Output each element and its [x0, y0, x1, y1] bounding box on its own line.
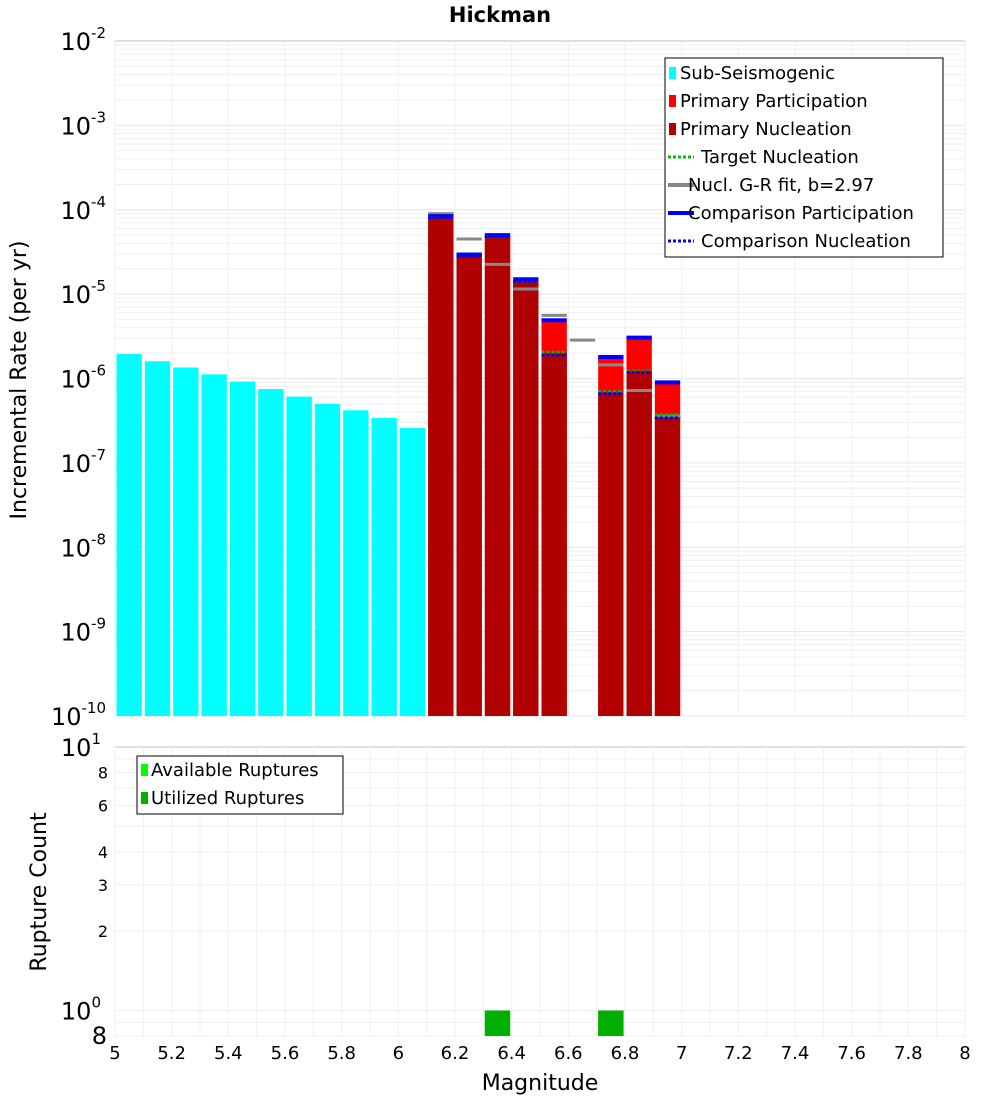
rate-y-tick-label: 10-5 — [60, 277, 106, 309]
x-tick-label: 6.6 — [554, 1043, 583, 1064]
x-tick-label: 6 — [393, 1043, 404, 1064]
sub-seismogenic-bar — [116, 354, 142, 716]
legend-label: Target Nucleation — [700, 147, 859, 168]
x-tick-label: 5.6 — [271, 1043, 300, 1064]
rate-y-tick-label: 10-8 — [60, 530, 106, 562]
x-tick-label: 6.8 — [611, 1043, 640, 1064]
primary-nucleation-bar — [541, 353, 567, 716]
x-tick-label: 6.4 — [497, 1043, 526, 1064]
x-tick-label: 5 — [109, 1043, 120, 1064]
x-tick-label: 6.2 — [441, 1043, 470, 1064]
rate-y-axis-label: Incremental Rate (per yr) — [7, 241, 32, 520]
sub-seismogenic-bar — [399, 427, 426, 716]
x-tick-label: 7.4 — [781, 1043, 810, 1064]
rate-y-tick-label: 10-7 — [60, 446, 106, 478]
legend-label: Primary Nucleation — [680, 119, 852, 140]
x-tick-label: 7.6 — [837, 1043, 866, 1064]
count-y-axis-label: Rupture Count — [27, 812, 52, 972]
chart-title: Hickman — [449, 3, 551, 27]
legend-label: Nucl. G-R fit, b=2.97 — [688, 175, 874, 196]
count-y-minor-tick-label: 3 — [98, 876, 108, 895]
rate-y-ticks: 10-2 10-3 10-4 10-5 10-6 10-7 10-8 10-9 10-10 — [51, 24, 106, 731]
rate-y-tick-label: 10-3 — [60, 108, 106, 140]
legend-label: Comparison Nucleation — [701, 231, 911, 252]
rate-legend: Sub-Seismogenic Primary Participation Prim… — [664, 57, 944, 258]
legend-swatch — [141, 764, 148, 776]
count-legend-box — [136, 755, 344, 815]
legend-label: Comparison Participation — [688, 203, 914, 224]
sub-seismogenic-bar — [229, 381, 256, 716]
count-y-tick-label: 101 — [61, 730, 101, 762]
legend-swatch — [669, 95, 676, 107]
rate-bars — [116, 217, 681, 716]
x-tick-label: 7 — [676, 1043, 687, 1064]
sub-seismogenic-bar — [343, 410, 369, 716]
rate-y-tick-label: 10-4 — [60, 193, 106, 225]
sub-seismogenic-bar — [258, 389, 284, 716]
count-gridlines — [114, 747, 966, 1037]
x-tick-label: 7.8 — [894, 1043, 923, 1064]
rate-chart: Hickman 10-2 10-3 10-4 10-5 10-6 10-7 10-8 10-9… — [7, 3, 966, 731]
primary-nucleation-bar — [484, 235, 511, 716]
count-y-minor-tick-label: 8 — [92, 1022, 107, 1050]
rate-y-tick-label: 10-9 — [60, 615, 106, 647]
rate-y-tick-label: 10-10 — [51, 699, 106, 731]
rate-legend-box — [664, 57, 944, 258]
primary-nucleation-bar — [598, 392, 624, 716]
count-y-minor-tick-label: 4 — [98, 843, 108, 862]
legend-label: Utilized Ruptures — [151, 788, 304, 809]
primary-nucleation-bar — [456, 255, 482, 716]
primary-nucleation-bar — [428, 217, 454, 716]
x-tick-label: 5.8 — [327, 1043, 356, 1064]
sub-seismogenic-bar — [173, 367, 199, 716]
rate-y-tick-label: 10-6 — [60, 362, 106, 394]
rate-lines — [428, 212, 681, 420]
sub-seismogenic-bar — [144, 361, 171, 716]
legend-label: Primary Participation — [680, 91, 868, 112]
x-tick-label: 5.4 — [214, 1043, 243, 1064]
primary-nucleation-bar — [626, 371, 652, 716]
count-y-minor-tick-label: 6 — [98, 796, 108, 815]
legend-label: Available Ruptures — [151, 760, 319, 781]
sub-seismogenic-bar — [286, 396, 312, 716]
x-tick-label: 7.2 — [724, 1043, 753, 1064]
primary-nucleation-bar — [654, 415, 681, 716]
x-tick-label: 8 — [959, 1043, 970, 1064]
sub-seismogenic-bar — [314, 403, 341, 716]
x-tick-label: 5.2 — [157, 1043, 186, 1064]
sub-seismogenic-bar — [201, 374, 227, 716]
x-axis-label: Magnitude — [482, 1071, 599, 1096]
legend-label: Sub-Seismogenic — [680, 63, 835, 84]
legend-swatch — [669, 67, 676, 79]
count-y-tick-label: 100 — [61, 993, 101, 1025]
utilized-ruptures-bar — [598, 1010, 624, 1036]
count-legend: Available Ruptures Utilized Ruptures — [136, 755, 344, 815]
sub-seismogenic-bar — [371, 418, 397, 716]
count-y-minor-tick-label: 8 — [98, 764, 108, 783]
utilized-ruptures-bar — [484, 1010, 511, 1036]
count-y-minor-tick-label: 2 — [98, 922, 108, 941]
legend-swatch — [669, 123, 676, 135]
rate-y-tick-label: 10-2 — [60, 24, 106, 56]
count-x-ticks: 5 5.2 5.4 5.6 5.8 6 6.2 6.4 6.6 6.8 7 7.2 7.4 7.6 7.8 8 — [109, 1043, 970, 1064]
primary-nucleation-bar — [513, 280, 539, 716]
count-bars — [484, 1010, 624, 1036]
legend-swatch — [141, 792, 148, 804]
